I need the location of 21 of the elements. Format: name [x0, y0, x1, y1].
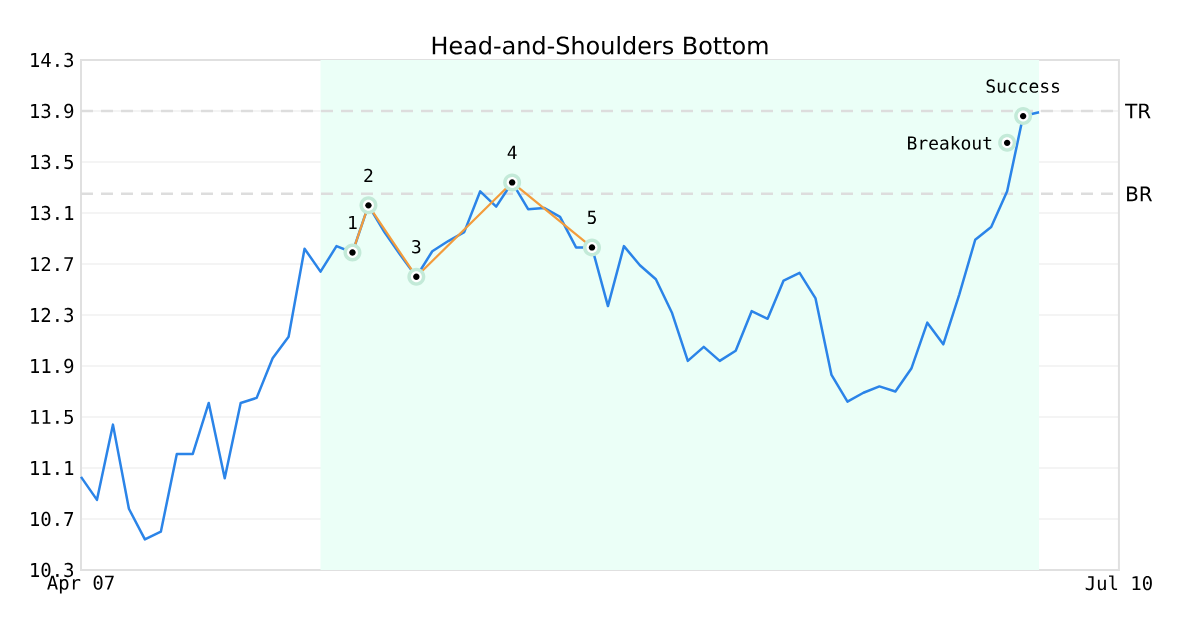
x-tick-label: Jul 10 [1085, 575, 1152, 591]
annotation: Breakout [908, 135, 992, 150]
annotation: 4 [507, 145, 517, 159]
chart-title: Head-and-Shoulders Bottom [432, 36, 768, 55]
annotation: 5 [587, 210, 596, 225]
y-tick-label: 12.3 [31, 307, 74, 323]
y-tick-label: 13.9 [31, 103, 74, 119]
annotation: Success [986, 79, 1060, 93]
y-tick-label: 13.1 [31, 205, 74, 221]
y-tick-label: 11.1 [31, 461, 74, 475]
ref-line-label: TR [1125, 103, 1151, 119]
ref-line-label: BR [1127, 186, 1153, 202]
y-tick-label: 12.7 [31, 256, 74, 272]
y-tick-label: 11.9 [31, 358, 74, 374]
y-tick-label: 14.3 [31, 52, 74, 68]
y-tick-label: 10.7 [31, 511, 74, 527]
annotation: 3 [412, 239, 421, 254]
annotation: 1 [349, 215, 357, 230]
y-tick-label: 11.5 [31, 409, 73, 425]
y-tick-label: 13.5 [31, 154, 73, 170]
annotation: 2 [364, 168, 373, 182]
